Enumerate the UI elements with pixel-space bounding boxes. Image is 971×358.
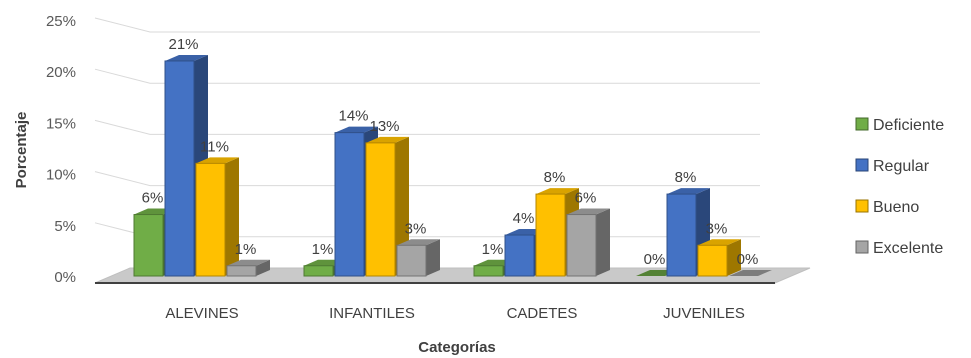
legend-item-deficiente: Deficiente xyxy=(855,117,944,134)
data-label: 8% xyxy=(675,169,697,186)
data-label: 14% xyxy=(338,108,368,125)
bar-top xyxy=(366,136,409,143)
bar-front xyxy=(164,60,195,277)
bar-front xyxy=(396,244,427,277)
bar-side xyxy=(395,136,409,276)
bar-front xyxy=(566,214,597,277)
data-label: 1% xyxy=(312,241,334,258)
data-label: 13% xyxy=(369,118,399,135)
legend-label: Bueno xyxy=(873,199,919,216)
bar-excelente-alevines xyxy=(226,259,270,277)
bar-side xyxy=(426,239,440,276)
y-axis-ticks: 0% 5% 10% 15% 20% 25% xyxy=(46,13,76,286)
y-tick-label: 20% xyxy=(46,64,76,81)
legend-label: Regular xyxy=(873,158,930,175)
bar-top xyxy=(165,54,208,61)
legend-item-bueno: Bueno xyxy=(855,199,919,216)
y-tick-label: 5% xyxy=(54,218,76,235)
bar-top xyxy=(567,208,610,215)
x-tick-label: INFANTILES xyxy=(329,305,415,322)
legend-swatch xyxy=(855,117,869,131)
legend-label: Deficiente xyxy=(873,117,944,134)
data-label: 0% xyxy=(737,251,759,268)
bar-front xyxy=(365,142,396,277)
bar-bueno-juveniles xyxy=(697,239,741,277)
legend-label: Excelente xyxy=(873,240,943,257)
legend-swatch xyxy=(855,240,869,254)
bar-excelente-juveniles xyxy=(729,270,772,276)
bar-excelente-cadetes xyxy=(566,208,610,277)
bar-front xyxy=(666,193,697,277)
data-label: 6% xyxy=(142,190,164,207)
bar-side xyxy=(256,259,270,276)
bar-side xyxy=(596,208,610,276)
bar-flat xyxy=(729,270,772,276)
bar-top xyxy=(335,126,378,133)
data-label: 8% xyxy=(544,169,566,186)
data-label: 11% xyxy=(200,138,229,155)
bar-front xyxy=(195,162,226,277)
gridline xyxy=(94,171,760,187)
y-tick-label: 0% xyxy=(54,269,76,286)
chart-floor xyxy=(94,267,811,284)
bar-regular-juveniles xyxy=(666,188,710,277)
y-axis-title: Porcentaje xyxy=(13,112,30,189)
gridline xyxy=(94,119,760,135)
legend-swatch xyxy=(855,199,869,213)
bar-front xyxy=(303,265,334,277)
bar-front xyxy=(226,265,257,277)
bar-excelente-infantiles xyxy=(396,239,440,277)
bars xyxy=(133,54,772,277)
gridline xyxy=(94,17,760,33)
legend: Deficiente Regular Bueno Excelente xyxy=(855,117,944,257)
y-tick-label: 15% xyxy=(46,115,76,132)
data-labels: 6% 21% 11% 1% 1% 14%13% 3% 1% 4% 8% 6% 0% 8% 3% 0% xyxy=(142,36,759,268)
legend-item-excelente: Excelente xyxy=(855,240,943,257)
bar-top xyxy=(227,259,270,266)
bar-bueno-alevines xyxy=(195,157,239,277)
x-axis-categories: ALEVINES INFANTILES CADETES JUVENILES xyxy=(165,305,745,322)
bar-front xyxy=(133,214,164,277)
bar-front xyxy=(504,234,535,277)
data-label: 6% xyxy=(575,190,597,207)
bar-top xyxy=(667,188,710,195)
data-label: 1% xyxy=(482,241,504,258)
data-label: 3% xyxy=(405,220,427,237)
data-label: 0% xyxy=(644,251,666,268)
x-axis-title: Categorías xyxy=(418,339,496,356)
bar-side xyxy=(727,239,741,276)
legend-item-regular: Regular xyxy=(855,158,930,175)
bar-front xyxy=(535,193,566,277)
x-tick-label: ALEVINES xyxy=(165,305,238,322)
data-label: 4% xyxy=(513,210,535,227)
y-tick-label: 25% xyxy=(46,13,76,30)
x-tick-label: CADETES xyxy=(507,305,578,322)
bar-front xyxy=(697,244,728,277)
legend-swatch xyxy=(855,158,869,172)
data-label: 3% xyxy=(706,220,728,237)
bar-top xyxy=(536,188,579,195)
data-label: 1% xyxy=(235,241,257,258)
bar-front xyxy=(473,265,504,277)
x-tick-label: JUVENILES xyxy=(663,305,745,322)
bar-side xyxy=(225,157,239,276)
gridline xyxy=(94,68,760,84)
bar-front xyxy=(334,132,365,277)
bar-top xyxy=(698,239,741,246)
bar-top xyxy=(196,157,239,164)
y-tick-label: 10% xyxy=(46,167,76,184)
data-label: 21% xyxy=(168,36,198,53)
bar-top xyxy=(397,239,440,246)
bar-bueno-infantiles xyxy=(365,136,409,277)
